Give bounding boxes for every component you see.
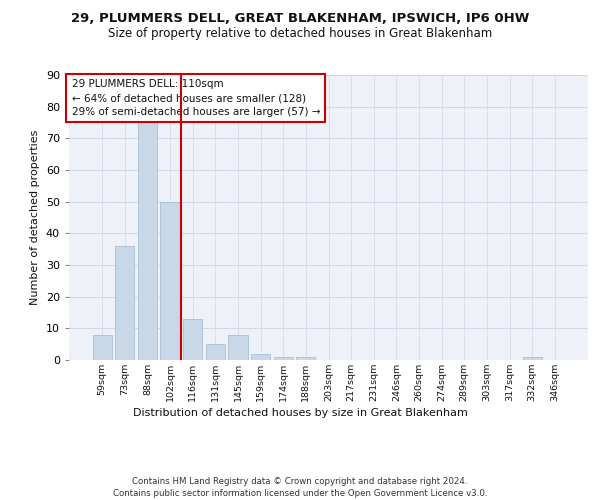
- Bar: [160, 202, 180, 360]
- Bar: [251, 354, 270, 360]
- Bar: [296, 357, 316, 360]
- Bar: [92, 334, 112, 360]
- Bar: [206, 344, 225, 360]
- Bar: [274, 357, 293, 360]
- Bar: [229, 334, 248, 360]
- Bar: [138, 122, 157, 360]
- Text: Size of property relative to detached houses in Great Blakenham: Size of property relative to detached ho…: [108, 28, 492, 40]
- Text: 29 PLUMMERS DELL: 110sqm
← 64% of detached houses are smaller (128)
29% of semi-: 29 PLUMMERS DELL: 110sqm ← 64% of detach…: [71, 80, 320, 118]
- Y-axis label: Number of detached properties: Number of detached properties: [30, 130, 40, 305]
- Text: Distribution of detached houses by size in Great Blakenham: Distribution of detached houses by size …: [133, 408, 467, 418]
- Bar: [115, 246, 134, 360]
- Text: 29, PLUMMERS DELL, GREAT BLAKENHAM, IPSWICH, IP6 0HW: 29, PLUMMERS DELL, GREAT BLAKENHAM, IPSW…: [71, 12, 529, 26]
- Text: Contains HM Land Registry data © Crown copyright and database right 2024.
Contai: Contains HM Land Registry data © Crown c…: [113, 476, 487, 498]
- Bar: [183, 319, 202, 360]
- Bar: [523, 357, 542, 360]
